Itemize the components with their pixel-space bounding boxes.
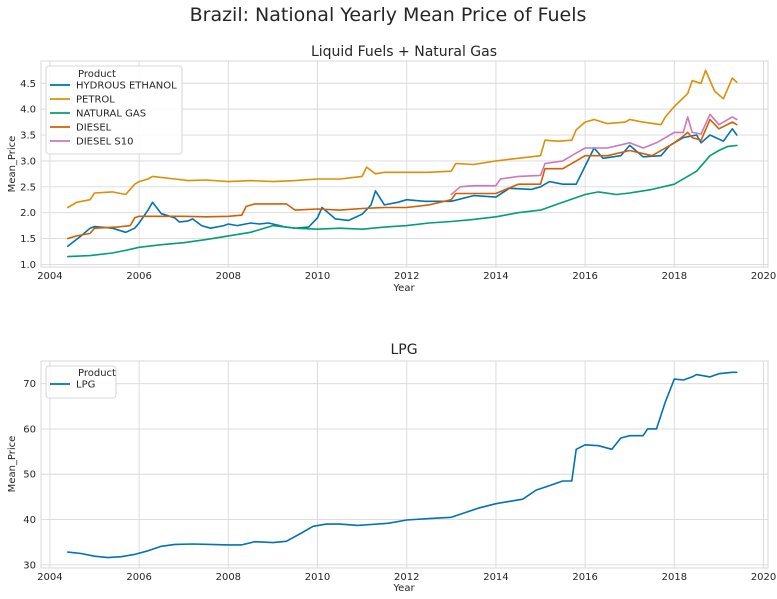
x-tick-label: 2008 — [216, 572, 241, 583]
x-tick-label: 2012 — [394, 572, 419, 583]
y-axis-label: Mean_Price — [7, 136, 18, 193]
y-tick-label: 3.5 — [20, 131, 36, 142]
chart-liquid-fuels: Liquid Fuels + Natural Gas 2004 2006 2008 2… — [7, 44, 776, 294]
series-lines — [67, 371, 738, 559]
x-tick-label: 2006 — [126, 572, 151, 583]
y-tick-label: 60 — [23, 424, 36, 435]
plot-area — [40, 360, 769, 569]
x-tick-label: 2018 — [662, 572, 687, 583]
legend-items: LPG — [50, 380, 95, 391]
x-tick-label: 2006 — [126, 271, 151, 282]
x-tick-label: 2020 — [751, 572, 776, 583]
legend-label: LPG — [76, 380, 95, 391]
x-tick-label: 2014 — [483, 271, 508, 282]
y-tick-label: 1.0 — [20, 260, 36, 271]
x-tick-label: 2016 — [572, 572, 597, 583]
legend-label: DIESEL — [76, 123, 112, 134]
figure-title: Brazil: National Yearly Mean Price of Fu… — [190, 4, 587, 26]
series-line-diesel-s10 — [450, 113, 738, 196]
chart-lpg: LPG 2004 2006 2008 2010 2012 2014 2016 2018 2020… — [7, 342, 776, 594]
y-tick-label: 3.0 — [20, 156, 36, 167]
legend-title: Product — [78, 368, 116, 379]
y-tick-label: 70 — [23, 379, 36, 390]
grid — [41, 61, 768, 267]
y-tick-label: 4.5 — [20, 79, 36, 90]
legend-box — [45, 365, 117, 399]
series-line-lpg — [67, 371, 738, 559]
tick-labels: 2004 2006 2008 2010 2012 2014 2016 2018 2020 1.0 1… — [20, 79, 776, 282]
series-line-petrol — [67, 69, 738, 209]
y-tick-label: 2.5 — [20, 182, 36, 193]
x-tick-label: 2012 — [394, 271, 419, 282]
legend: Product HYDROUS ETHANOL PETROL NATURAL GAS… — [45, 65, 183, 155]
y-tick-label: 30 — [23, 560, 36, 571]
series-line-diesel — [67, 118, 738, 240]
y-tick-label: 4.0 — [20, 105, 36, 116]
tick-labels: 2004 2006 2008 2010 2012 2014 2016 2018 2020 30 40… — [23, 379, 776, 583]
x-tick-label: 2010 — [305, 271, 330, 282]
x-tick-label: 2008 — [216, 271, 241, 282]
series-line-hydrous-ethanol — [67, 128, 738, 248]
legend-label: NATURAL GAS — [76, 109, 146, 120]
x-tick-label: 2004 — [37, 572, 62, 583]
legend-label: HYDROUS ETHANOL — [76, 81, 177, 92]
chart-title: Liquid Fuels + Natural Gas — [311, 44, 497, 60]
x-axis-label: Year — [392, 283, 415, 294]
x-axis-label: Year — [392, 583, 415, 594]
series-lines — [67, 69, 738, 258]
plot-area — [40, 60, 769, 268]
legend-title: Product — [78, 69, 116, 80]
y-tick-label: 50 — [23, 470, 36, 481]
x-tick-label: 2004 — [37, 271, 62, 282]
x-tick-label: 2018 — [662, 271, 687, 282]
x-tick-label: 2014 — [483, 572, 508, 583]
series-line-natural-gas — [67, 144, 738, 258]
y-axis-label: Mean_Price — [7, 436, 18, 493]
x-tick-label: 2020 — [751, 271, 776, 282]
y-tick-label: 2.0 — [20, 208, 36, 219]
legend-label: DIESEL S10 — [76, 137, 133, 148]
x-tick-label: 2016 — [572, 271, 597, 282]
grid — [41, 361, 768, 568]
chart-title: LPG — [390, 342, 417, 358]
legend-label: PETROL — [76, 95, 115, 106]
y-tick-label: 40 — [23, 515, 36, 526]
legend: Product LPG — [45, 365, 117, 399]
y-tick-label: 1.5 — [20, 234, 36, 245]
x-tick-label: 2010 — [305, 572, 330, 583]
legend-box — [45, 65, 183, 155]
legend-items: HYDROUS ETHANOL PETROL NATURAL GAS DIESEL DI… — [50, 81, 177, 148]
